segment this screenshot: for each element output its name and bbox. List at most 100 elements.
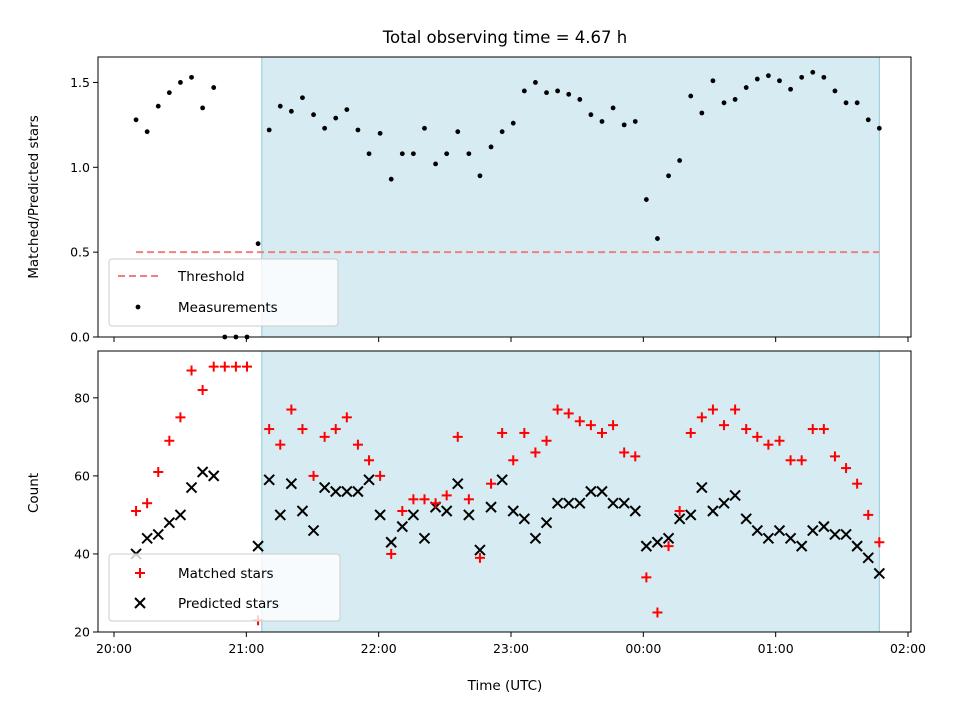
predicted-point bbox=[574, 497, 586, 509]
measurement-point bbox=[433, 161, 438, 167]
predicted-point bbox=[640, 540, 653, 552]
predicted-point bbox=[851, 540, 863, 552]
measurement-point bbox=[322, 125, 328, 131]
predicted-point bbox=[274, 509, 286, 521]
measurement-point bbox=[854, 100, 860, 106]
predicted-point bbox=[285, 477, 298, 490]
predicted-point bbox=[396, 520, 409, 533]
measurement-point bbox=[366, 151, 372, 157]
measurement-point bbox=[544, 90, 549, 96]
matched-point bbox=[386, 548, 397, 559]
measurement-point bbox=[865, 117, 871, 123]
predicted-point bbox=[296, 505, 309, 517]
matched-point bbox=[508, 455, 519, 466]
observing-window bbox=[261, 350, 880, 633]
predicted-point bbox=[518, 513, 531, 525]
matched-point bbox=[530, 447, 541, 458]
legend-predicted-swatch bbox=[134, 597, 146, 609]
measurement-point bbox=[621, 122, 627, 128]
matched-point bbox=[197, 385, 208, 396]
predicted-point bbox=[363, 474, 375, 486]
matched-point bbox=[730, 404, 741, 415]
matched-point bbox=[563, 408, 574, 419]
matched-point bbox=[829, 451, 840, 462]
predicted-point bbox=[585, 485, 597, 498]
matched-point bbox=[419, 494, 430, 505]
legend-measurements-swatch bbox=[135, 304, 141, 310]
measurement-point bbox=[832, 88, 838, 94]
bottom-panel: 20 40 60 80 20:00 21:00 22:00 23:00 00:00 01:00 02… bbox=[74, 350, 926, 656]
matched-point bbox=[319, 431, 330, 442]
matched-point bbox=[874, 537, 885, 548]
bottom-y-axis-label: Count bbox=[26, 473, 42, 513]
legend-measurements-label: Measurements bbox=[178, 300, 278, 316]
predicted-point bbox=[751, 524, 764, 537]
y-tick-label: 20 bbox=[74, 625, 90, 640]
matched-point bbox=[297, 424, 308, 435]
matched-point bbox=[264, 424, 275, 435]
matched-point bbox=[308, 470, 319, 481]
predicted-point bbox=[862, 552, 874, 564]
predicted-point bbox=[873, 567, 886, 580]
legend-box bbox=[108, 553, 341, 622]
measurement-point bbox=[133, 117, 139, 123]
bottom-legend: Matched stars Predicted stars bbox=[108, 553, 341, 622]
predicted-point bbox=[807, 524, 819, 537]
predicted-point bbox=[152, 528, 164, 541]
top-y-axis-label: Matched/Predicted stars bbox=[26, 115, 42, 278]
matched-point bbox=[619, 447, 630, 458]
measurement-point bbox=[788, 86, 793, 92]
predicted-point bbox=[696, 481, 708, 494]
matched-point bbox=[519, 427, 530, 438]
predicted-point bbox=[507, 505, 519, 517]
predicted-point bbox=[163, 517, 176, 529]
matched-point bbox=[497, 427, 508, 438]
bottom-plot-frame bbox=[97, 350, 912, 633]
measurement-point bbox=[732, 97, 738, 102]
legend-threshold-label: Threshold bbox=[177, 269, 245, 285]
matched-point bbox=[131, 506, 142, 517]
x-axis-label: Time (UTC) bbox=[467, 678, 543, 694]
predicted-point bbox=[307, 524, 320, 537]
predicted-point bbox=[407, 509, 420, 521]
chart-title: Total observing time = 4.67 h bbox=[382, 28, 627, 47]
matched-point bbox=[441, 490, 452, 501]
predicted-point bbox=[196, 466, 209, 478]
y-tick-label: 1.0 bbox=[70, 160, 90, 175]
measurement-point bbox=[688, 93, 694, 99]
predicted-point bbox=[840, 528, 852, 541]
matched-point bbox=[818, 424, 829, 435]
matched-point bbox=[352, 439, 363, 450]
measurement-point bbox=[821, 74, 827, 80]
measurement-point bbox=[455, 129, 461, 135]
predicted-point bbox=[762, 532, 775, 545]
predicted-point bbox=[795, 540, 808, 552]
y-tick-label: 40 bbox=[74, 546, 90, 561]
x-tick-label: 00:00 bbox=[625, 641, 661, 656]
measurement-point bbox=[333, 115, 339, 121]
measurement-point bbox=[599, 119, 605, 124]
measurement-point bbox=[300, 95, 305, 101]
measurement-point bbox=[810, 69, 816, 75]
matched-point bbox=[474, 552, 485, 563]
matched-point bbox=[596, 427, 607, 438]
measurement-point bbox=[178, 80, 183, 85]
matched-point bbox=[230, 361, 241, 372]
matched-point bbox=[852, 478, 863, 489]
predicted-point bbox=[551, 497, 564, 509]
matched-point bbox=[375, 470, 386, 481]
measurement-point bbox=[344, 107, 350, 113]
matched-point bbox=[219, 361, 230, 372]
measurement-point bbox=[422, 125, 427, 131]
y-tick-label: 0.0 bbox=[70, 330, 90, 345]
predicted-point bbox=[463, 509, 475, 521]
predicted-point bbox=[352, 485, 364, 498]
measurement-point bbox=[311, 112, 316, 118]
predicted-point bbox=[562, 497, 575, 509]
measurement-point bbox=[388, 176, 394, 182]
measurement-point bbox=[799, 74, 805, 80]
matched-point bbox=[863, 509, 874, 520]
measurement-point bbox=[155, 103, 161, 109]
matched-point bbox=[164, 435, 175, 446]
